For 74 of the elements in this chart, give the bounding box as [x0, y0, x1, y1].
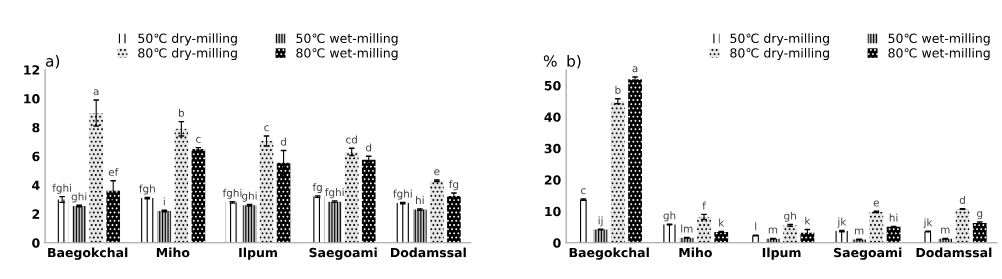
data-label: a [632, 66, 638, 73]
y-tick-label: 50 [544, 80, 561, 91]
y-tick-label: 30 [544, 143, 561, 154]
data-label: m [768, 227, 778, 234]
data-label: ij [598, 216, 603, 227]
data-label: l [755, 222, 757, 231]
data-label: c [196, 136, 201, 143]
y-axis-title: % [543, 55, 557, 67]
legend-label: 50℃ dry-milling [730, 33, 829, 46]
legend-label: 80℃ dry-milling [730, 47, 829, 61]
data-label: ef [108, 167, 119, 176]
data-label: fg [449, 180, 459, 191]
y-tick-label: 0 [32, 238, 40, 248]
data-label: b [179, 108, 185, 117]
data-label: fghi [325, 188, 344, 199]
y-tick-label: 0 [553, 238, 561, 248]
y-tick-label: 10 [545, 206, 561, 217]
legend-label: 80℃ wet-milling [296, 47, 398, 61]
y-tick-label: 2 [32, 209, 40, 219]
data-label: d [280, 137, 286, 146]
data-label: d [366, 143, 372, 152]
data-label: lm [681, 224, 693, 233]
data-label: fghi [393, 189, 412, 200]
data-label: a [93, 89, 99, 96]
x-tick-label: Baegokchal [48, 247, 128, 260]
data-label: g [977, 211, 983, 220]
data-label: e [434, 169, 440, 176]
data-label: ghi [71, 192, 87, 203]
data-label: m [854, 228, 864, 235]
data-label: k [719, 218, 725, 227]
y-tick-label: 6 [32, 151, 40, 162]
data-label: f [702, 201, 707, 210]
data-label: k [805, 216, 811, 225]
y-tick-label: 8 [32, 122, 40, 133]
data-label: fg [312, 183, 322, 194]
y-tick-label: 20 [544, 175, 561, 185]
data-label: fghi [222, 188, 242, 199]
data-label: ghi [242, 191, 257, 202]
x-tick-label: Dodamssal [916, 247, 992, 258]
data-label: b [615, 85, 621, 94]
y-tick-label: 10 [24, 94, 40, 104]
data-label: fghi [52, 183, 72, 194]
x-tick-label: Baegokchal [569, 247, 649, 260]
data-label: m [941, 227, 950, 234]
data-label: jk [837, 217, 847, 228]
x-tick-label: Ilpum [239, 247, 277, 260]
data-label: gh [663, 211, 676, 222]
data-label: gh [784, 211, 796, 222]
legend-label: 80℃ wet-milling [888, 47, 990, 61]
x-tick-label: Saegoami [834, 247, 902, 260]
chart-title: a) [46, 54, 60, 69]
y-tick-label: 12 [24, 65, 40, 75]
data-label: cd [346, 135, 357, 144]
data-label: e [873, 200, 879, 207]
x-tick-label: Miho [156, 247, 190, 258]
legend-label: 50℃ wet-milling [296, 33, 398, 46]
legend-label: 50℃ dry-milling [138, 33, 237, 46]
x-tick-label: Dodamssal [391, 247, 466, 258]
data-label: i [163, 197, 165, 206]
x-tick-label: Ilpum [762, 247, 801, 260]
chart-title: b) [567, 54, 581, 69]
legend-label: 50℃ wet-milling [888, 33, 990, 46]
x-tick-label: Saegoami [309, 247, 377, 260]
data-label: hi [416, 196, 424, 204]
data-label: hi [889, 213, 898, 222]
data-label: c [581, 188, 586, 195]
data-label: jk [923, 218, 933, 229]
legend-label: 80℃ dry-milling [138, 47, 237, 61]
y-tick-label: 4 [32, 180, 40, 190]
y-tick-label: 40 [544, 112, 561, 122]
data-label: d [959, 195, 965, 204]
x-tick-label: Miho [679, 247, 712, 258]
data-label: fgh [139, 184, 155, 195]
data-label: c [264, 125, 269, 132]
